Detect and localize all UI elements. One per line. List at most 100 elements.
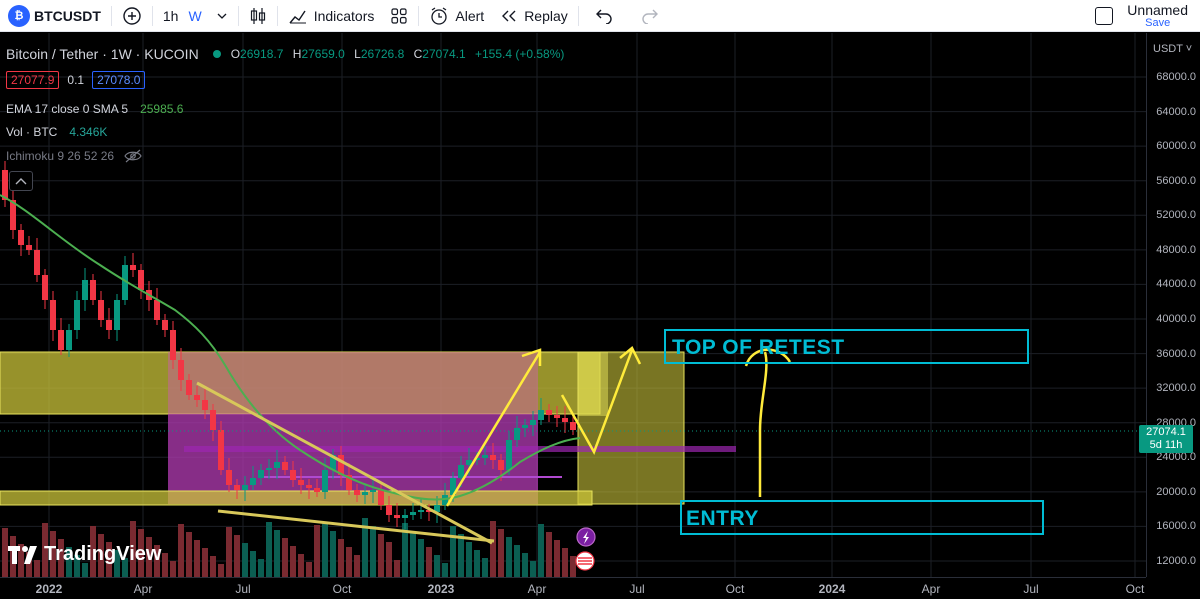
layout-checkbox[interactable] (1095, 7, 1114, 25)
collapse-legend-button[interactable] (9, 171, 33, 191)
volume-bar (570, 556, 576, 577)
undo-button[interactable] (581, 0, 627, 32)
candle-body (210, 410, 216, 430)
volume-bar (186, 532, 192, 577)
replay-button[interactable]: Replay (492, 0, 576, 32)
volume-bar (250, 551, 256, 577)
volume-bar (314, 525, 320, 577)
volume-bar (146, 537, 152, 577)
candle-body (138, 270, 144, 290)
volume-bar (514, 545, 520, 577)
projection-arrow-path[interactable] (445, 346, 792, 507)
volume-bar (330, 531, 336, 577)
top-toolbar: ₿ BTCUSDT 1h W Indicators Alert Replay (0, 0, 1200, 32)
projection-zone-inner[interactable] (578, 352, 608, 416)
toolbar-divider (110, 5, 112, 26)
eye-hidden-icon[interactable] (124, 149, 142, 163)
symbol-legend[interactable]: Bitcoin / Tether · 1W · KUCOIN O26918.7 … (6, 46, 564, 62)
interval-1h[interactable]: 1h (162, 7, 179, 24)
price-tick: 24000.0 (1156, 451, 1196, 464)
candle-body (530, 420, 536, 425)
retest-label-box[interactable] (664, 329, 1029, 364)
compare-button[interactable] (114, 0, 150, 32)
candle-body (194, 395, 200, 400)
price-scale[interactable]: USDT ˅ 68000.0 64000.0 60000.0 56000.0 52000… (1146, 33, 1200, 577)
toolbar-divider (276, 5, 278, 26)
mid-purple-band[interactable] (184, 446, 736, 452)
candle-body (2, 170, 8, 200)
save-label: Save (1145, 16, 1171, 29)
trendline-upper[interactable] (196, 381, 493, 545)
volume-value: 4.346K (69, 125, 108, 139)
time-tick: Apr (133, 582, 153, 596)
volume-bar (490, 521, 496, 577)
bottom-panel (0, 599, 1200, 615)
save-layout-button[interactable]: Unnamed Save (1127, 3, 1188, 29)
redo-icon (642, 9, 658, 24)
currency-selector[interactable]: USDT ˅ (1153, 43, 1193, 55)
candle-body (130, 265, 136, 270)
candle-body (186, 380, 192, 395)
volume-legend[interactable]: Vol · BTC 4.346K (6, 125, 107, 139)
candle-body (178, 360, 184, 380)
volume-bar (386, 542, 392, 577)
close-value: 27074.1 (422, 47, 466, 61)
candle-body (498, 460, 504, 470)
last-price-value: 27074.1 (1146, 426, 1186, 438)
volume-bar (434, 555, 440, 577)
candle-body (50, 300, 56, 330)
volume-bar (114, 550, 120, 577)
templates-button[interactable] (382, 0, 416, 32)
support-zone-lower[interactable] (0, 490, 593, 506)
volume-bar (90, 526, 96, 577)
trendline-lower[interactable] (217, 509, 495, 543)
interval-w[interactable]: W (188, 7, 202, 24)
candle-body (346, 475, 352, 490)
volume-bar (234, 535, 240, 577)
volume-bar (162, 553, 168, 577)
ichimoku-legend[interactable]: Ichimoku 9 26 52 26 (6, 149, 142, 163)
time-tick: 2023 (427, 582, 455, 596)
volume-bar (530, 561, 536, 577)
redo-button[interactable] (627, 0, 673, 32)
undo-icon (595, 9, 612, 24)
candle-body (538, 410, 544, 420)
chart-pane[interactable] (0, 33, 1146, 577)
indicators-icon (289, 10, 306, 23)
candle-body (114, 300, 120, 330)
volume-bar (34, 560, 40, 577)
price-chart[interactable] (0, 33, 1146, 577)
interval-selector[interactable]: 1h W (155, 0, 236, 32)
time-tick: Apr (527, 582, 547, 596)
entry-label-box[interactable] (680, 500, 1044, 535)
entry-annotation[interactable]: ENTRY (686, 507, 759, 530)
volume-bar (218, 564, 224, 577)
candle-body (34, 250, 40, 275)
volume-bar (362, 518, 368, 577)
candle-body (394, 515, 400, 518)
sell-price-button[interactable]: 27077.9 (6, 71, 60, 89)
ema-legend[interactable]: EMA 17 close 0 SMA 5 25985.6 (6, 102, 183, 116)
time-scale[interactable]: 2022 Apr Jul Oct 2023 Apr Jul Oct 2024 Apr Jul Oct (0, 577, 1146, 599)
alert-button[interactable]: Alert (421, 0, 492, 32)
candle-body (354, 490, 360, 495)
bitcoin-icon: ₿ (8, 4, 30, 27)
candle-body (258, 470, 264, 478)
price-tick: 68000.0 (1156, 71, 1196, 83)
buy-price-button[interactable]: 27078.0 (92, 71, 146, 89)
chart-type-button[interactable] (241, 0, 275, 32)
retest-annotation[interactable]: TOP OF RETEST (672, 336, 845, 359)
volume-bar (26, 552, 32, 577)
candle-body (514, 428, 520, 440)
candle-body (58, 330, 64, 350)
indicators-button[interactable]: Indicators (280, 0, 383, 32)
ema-line (0, 194, 581, 501)
spread-value: 0.1 (67, 73, 85, 87)
open-value: 26918.7 (240, 47, 284, 61)
tradingview-logo-icon (8, 545, 37, 564)
toolbar-divider (237, 5, 239, 26)
time-tick: 2022 (35, 582, 63, 596)
candle-body (266, 468, 272, 470)
volume-bar (98, 534, 104, 577)
symbol-search-button[interactable]: ₿ BTCUSDT (0, 0, 109, 32)
